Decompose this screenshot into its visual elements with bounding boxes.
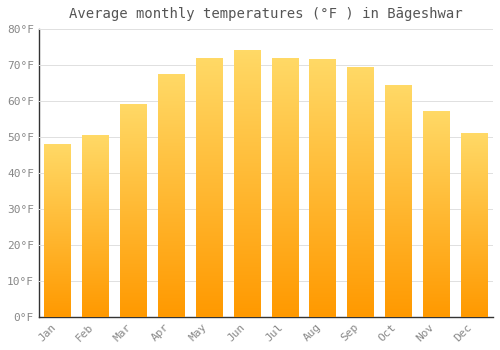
Title: Average monthly temperatures (°F ) in Bāgeshwar: Average monthly temperatures (°F ) in Bā… — [69, 7, 462, 21]
